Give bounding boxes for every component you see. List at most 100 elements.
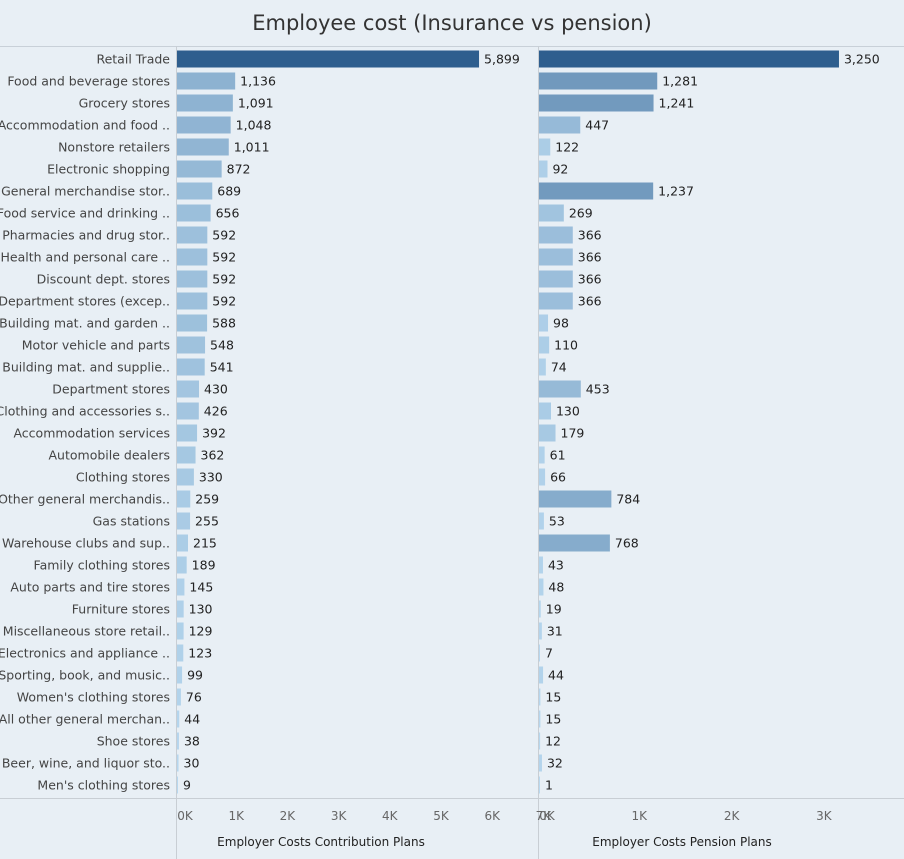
- data-label: 15: [545, 690, 561, 705]
- bar: [539, 666, 544, 684]
- data-label: 366: [578, 228, 602, 243]
- bar: [177, 270, 208, 288]
- data-label: 541: [210, 360, 234, 375]
- bar: [177, 600, 184, 618]
- data-label: 1: [545, 778, 553, 793]
- category-label: Gas stations: [93, 514, 170, 529]
- data-label: 98: [553, 316, 569, 331]
- category-label: Building mat. and supplie..: [2, 360, 170, 375]
- bar: [177, 732, 179, 750]
- bar: [539, 490, 612, 508]
- tick-label: 5K: [433, 809, 450, 823]
- bar: [539, 446, 545, 464]
- data-label: 259: [195, 492, 219, 507]
- category-label: Furniture stores: [72, 602, 170, 617]
- data-label: 30: [184, 756, 200, 771]
- axis-title: Employer Costs Contribution Plans: [217, 835, 425, 849]
- bar: [177, 754, 179, 772]
- data-label: 179: [561, 426, 585, 441]
- bar: [177, 138, 229, 156]
- axis-title: Employer Costs Pension Plans: [592, 835, 771, 849]
- category-label: Clothing and accessories s..: [0, 404, 170, 419]
- bar: [539, 336, 550, 354]
- data-label: 592: [212, 228, 236, 243]
- bar: [177, 666, 183, 684]
- data-label: 129: [189, 624, 213, 639]
- bar: [539, 424, 556, 442]
- bar: [539, 182, 654, 200]
- data-label: 366: [578, 250, 602, 265]
- bar: [177, 776, 178, 794]
- data-label: 145: [189, 580, 213, 595]
- data-label: 61: [550, 448, 566, 463]
- data-label: 362: [201, 448, 225, 463]
- category-label: Women's clothing stores: [17, 690, 170, 705]
- category-label: Auto parts and tire stores: [10, 580, 170, 595]
- category-label: Shoe stores: [97, 734, 170, 749]
- category-label: Motor vehicle and parts: [22, 338, 170, 353]
- data-label: 66: [550, 470, 566, 485]
- data-label: 548: [210, 338, 234, 353]
- data-label: 784: [616, 492, 640, 507]
- tick-label: 3K: [331, 809, 348, 823]
- bar: [539, 138, 551, 156]
- data-label: 123: [188, 646, 212, 661]
- data-label: 1,048: [236, 118, 272, 133]
- bar: [539, 776, 540, 794]
- bar: [177, 314, 208, 332]
- category-label: Department stores (excep..: [0, 294, 170, 309]
- data-label: 430: [204, 382, 228, 397]
- bar: [177, 578, 185, 596]
- category-label: Other general merchandis..: [0, 492, 170, 507]
- bar: [177, 556, 187, 574]
- data-label: 5,899: [484, 52, 520, 67]
- bar: [177, 336, 206, 354]
- category-label: Warehouse clubs and sup..: [2, 536, 170, 551]
- data-label: 366: [578, 272, 602, 287]
- data-label: 130: [189, 602, 213, 617]
- data-label: 1,011: [234, 140, 270, 155]
- bar: [539, 72, 658, 90]
- category-label: Building mat. and garden ..: [0, 316, 170, 331]
- bar: [539, 732, 541, 750]
- bar: [539, 402, 551, 420]
- bar: [177, 94, 233, 112]
- category-label: Food and beverage stores: [7, 74, 170, 89]
- bar: [177, 468, 194, 486]
- bar: [539, 204, 564, 222]
- data-label: 366: [578, 294, 602, 309]
- data-label: 12: [545, 734, 561, 749]
- bar: [539, 160, 548, 178]
- bar: [177, 402, 199, 420]
- data-label: 53: [549, 514, 565, 529]
- bar: [539, 226, 573, 244]
- bar: [177, 644, 184, 662]
- category-label: Accommodation services: [13, 426, 170, 441]
- bar: [539, 534, 610, 552]
- bar: [539, 358, 546, 376]
- bar: [177, 204, 211, 222]
- category-label: Beer, wine, and liquor sto..: [2, 756, 170, 771]
- bar: [177, 50, 480, 68]
- bar: [177, 490, 191, 508]
- category-label: Electronic shopping: [47, 162, 170, 177]
- tick-label: 1K: [228, 809, 245, 823]
- category-label: Grocery stores: [79, 96, 170, 111]
- tick-label: 1K: [632, 809, 649, 823]
- tick-label: 6K: [484, 809, 501, 823]
- data-label: 656: [216, 206, 240, 221]
- category-label: Health and personal care ..: [1, 250, 170, 265]
- bar: [539, 248, 573, 266]
- bar: [539, 94, 654, 112]
- category-label: Retail Trade: [96, 52, 170, 67]
- bar: [177, 424, 198, 442]
- data-label: 99: [187, 668, 203, 683]
- category-label: General merchandise stor..: [1, 184, 170, 199]
- bar: [177, 380, 200, 398]
- bar: [539, 116, 581, 134]
- data-label: 130: [556, 404, 580, 419]
- category-label: Sporting, book, and music..: [0, 668, 170, 683]
- data-label: 447: [585, 118, 609, 133]
- data-label: 330: [199, 470, 223, 485]
- category-label: Pharmacies and drug stor..: [2, 228, 170, 243]
